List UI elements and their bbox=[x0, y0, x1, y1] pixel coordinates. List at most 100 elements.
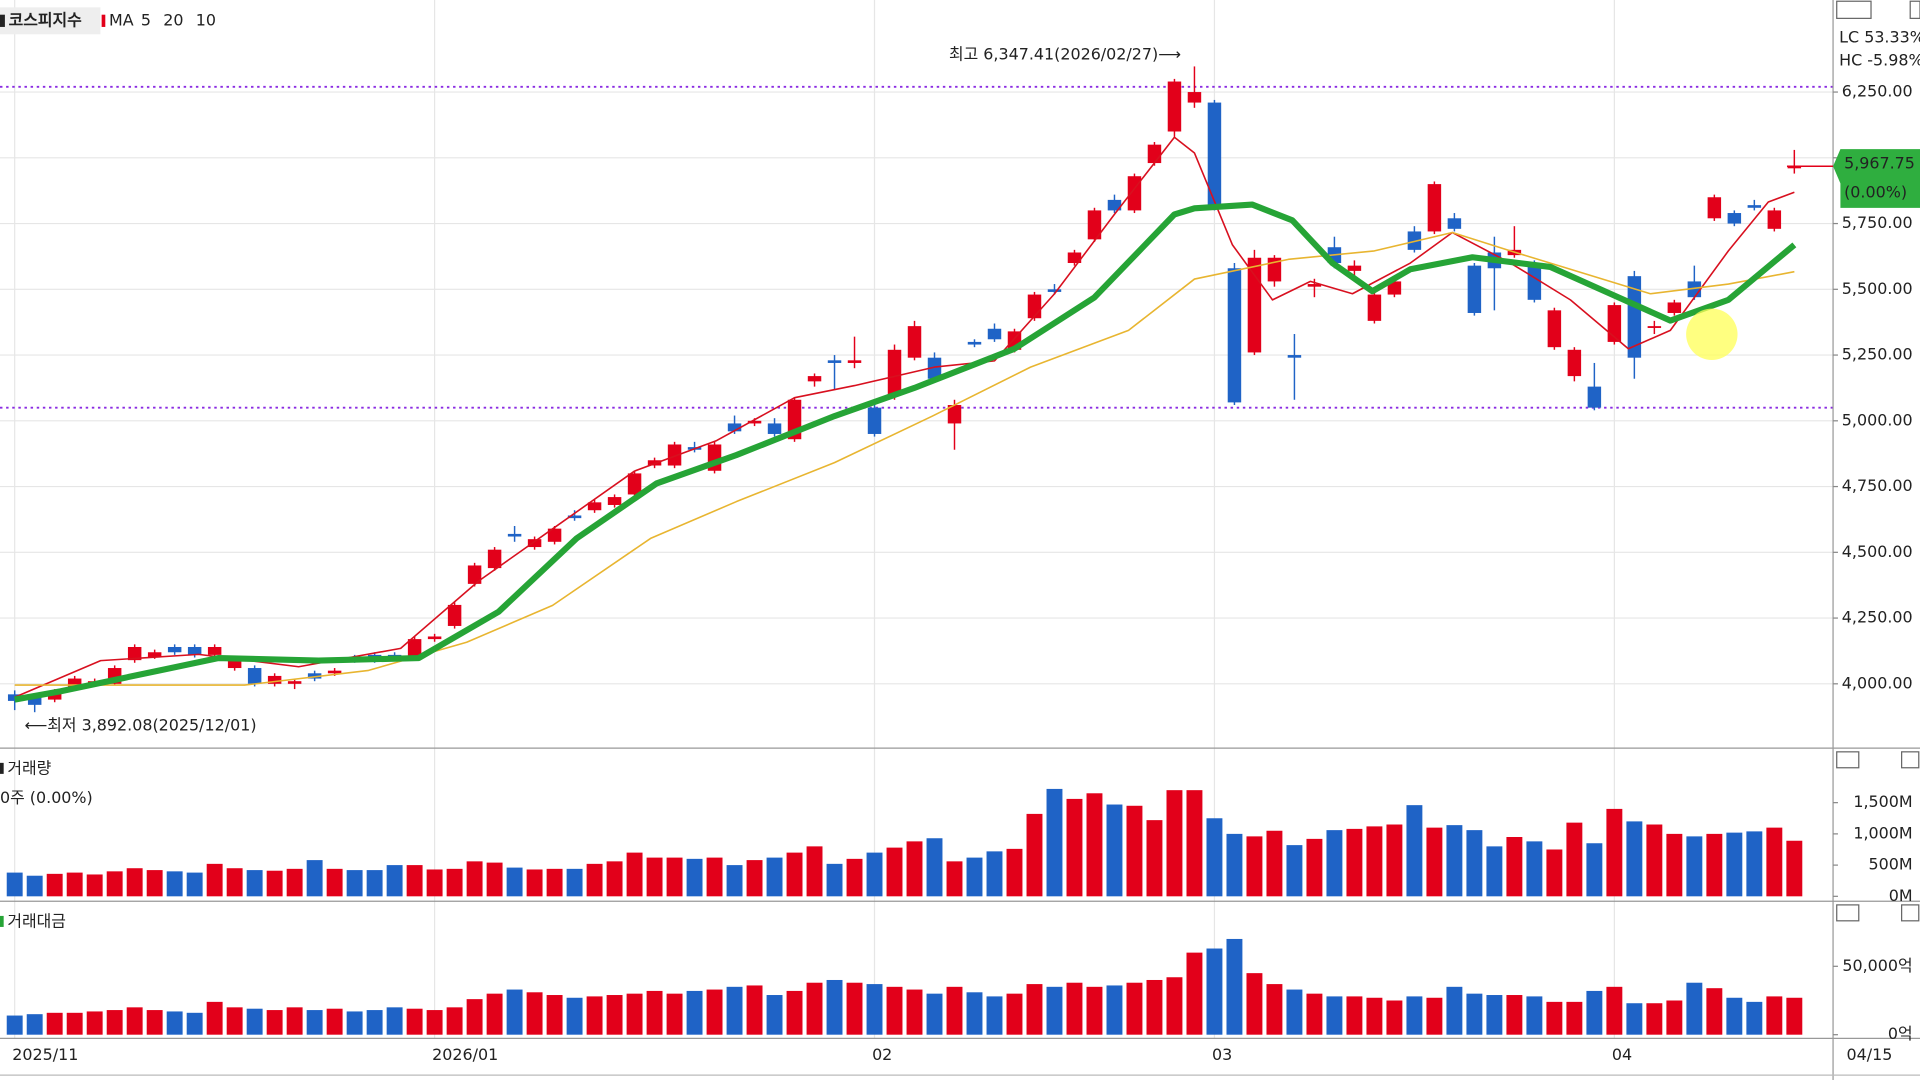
bar bbox=[906, 841, 923, 897]
bar bbox=[1186, 790, 1203, 897]
bar bbox=[1746, 831, 1763, 897]
y-tick-label: 6,250.00 bbox=[1842, 82, 1913, 101]
bar bbox=[1646, 1003, 1663, 1035]
panel-icon[interactable] bbox=[1901, 904, 1920, 922]
candle-body bbox=[1427, 184, 1442, 232]
y-tick-label: 4,750.00 bbox=[1842, 476, 1913, 495]
panel-icon[interactable] bbox=[1901, 751, 1920, 769]
bar bbox=[1466, 993, 1483, 1035]
bar bbox=[1666, 833, 1683, 897]
bar bbox=[366, 1010, 383, 1035]
panel-icon[interactable] bbox=[1836, 0, 1872, 19]
ma-line bbox=[14, 136, 1795, 698]
candle-body bbox=[727, 423, 742, 432]
candle-body bbox=[207, 646, 222, 655]
bar bbox=[1506, 995, 1523, 1035]
bar bbox=[1786, 840, 1803, 897]
bar bbox=[506, 989, 523, 1035]
bar bbox=[266, 1010, 283, 1035]
bar bbox=[1346, 996, 1363, 1035]
candle-body bbox=[767, 423, 782, 434]
bar bbox=[506, 867, 523, 897]
chart-title[interactable]: 코스피지수 bbox=[9, 10, 83, 29]
bar bbox=[126, 868, 143, 897]
bar bbox=[766, 995, 783, 1035]
bar bbox=[1126, 982, 1143, 1035]
candle-body bbox=[1307, 284, 1322, 287]
bar bbox=[726, 865, 743, 897]
bar bbox=[1286, 989, 1303, 1035]
bar bbox=[146, 870, 163, 897]
ma-line bbox=[14, 201, 1797, 703]
y-tick-label: 0억 bbox=[1888, 1024, 1913, 1043]
bar bbox=[246, 1008, 263, 1035]
bar bbox=[186, 1012, 203, 1035]
ma-legend-entry[interactable]: 10 bbox=[196, 10, 216, 29]
bar bbox=[1166, 977, 1183, 1035]
y-tick-label: 5,750.00 bbox=[1842, 213, 1913, 232]
candle-body bbox=[1787, 166, 1802, 169]
candle-body bbox=[1607, 305, 1622, 342]
candle-body bbox=[1227, 268, 1242, 403]
candle-body bbox=[1087, 210, 1102, 240]
candle-body bbox=[667, 444, 682, 466]
bar bbox=[766, 857, 783, 897]
bar bbox=[1066, 982, 1083, 1035]
candle-body bbox=[507, 533, 522, 537]
bar bbox=[86, 874, 103, 897]
panel-icon[interactable] bbox=[1909, 0, 1920, 19]
candle-body bbox=[627, 473, 642, 495]
ma-legend-entry[interactable]: 5 bbox=[141, 10, 151, 29]
bar bbox=[686, 990, 703, 1035]
x-tick-label: 03 bbox=[1212, 1045, 1232, 1064]
bar bbox=[1446, 986, 1463, 1035]
bar bbox=[26, 875, 43, 897]
candle-body bbox=[227, 660, 242, 669]
candle-body bbox=[747, 420, 762, 424]
candle-body bbox=[167, 646, 182, 653]
bar bbox=[326, 868, 343, 897]
ma-legend-label[interactable]: MA bbox=[109, 10, 134, 29]
bar bbox=[746, 985, 763, 1035]
candle-body bbox=[1207, 102, 1222, 206]
candle-body bbox=[447, 604, 462, 626]
price-tag bbox=[1833, 149, 1920, 208]
bar bbox=[386, 865, 403, 897]
candle-body bbox=[1747, 205, 1762, 208]
ma-legend-entry[interactable]: 20 bbox=[163, 10, 183, 29]
bar bbox=[1766, 996, 1783, 1035]
bar bbox=[106, 1010, 123, 1035]
bar bbox=[926, 993, 943, 1035]
end-date-label: 04/15 bbox=[1847, 1045, 1893, 1064]
candle-body bbox=[1587, 386, 1602, 408]
bar bbox=[706, 857, 723, 897]
candle-body bbox=[1387, 281, 1402, 295]
bar bbox=[46, 1012, 63, 1035]
candle-body bbox=[47, 691, 62, 700]
bar bbox=[1246, 973, 1263, 1035]
candle-body bbox=[1707, 197, 1722, 219]
bar bbox=[166, 871, 183, 897]
bar bbox=[1146, 820, 1163, 897]
bar bbox=[226, 868, 243, 897]
bar bbox=[746, 860, 763, 897]
candle-body bbox=[267, 675, 282, 684]
candle-body bbox=[607, 497, 622, 505]
candle-body bbox=[587, 502, 602, 511]
bar bbox=[166, 1011, 183, 1035]
bar bbox=[1546, 849, 1563, 897]
bar bbox=[706, 989, 723, 1035]
y-tick-label: 50,000억 bbox=[1842, 956, 1912, 975]
candle-body bbox=[1627, 276, 1642, 358]
panel-icon[interactable] bbox=[1836, 751, 1860, 769]
bar bbox=[1726, 832, 1743, 897]
bar bbox=[1466, 830, 1483, 897]
bar bbox=[1266, 830, 1283, 897]
bar bbox=[1386, 824, 1403, 897]
candle-body bbox=[1367, 294, 1382, 321]
candle-body bbox=[1027, 294, 1042, 319]
bar bbox=[66, 872, 83, 897]
panel-icon[interactable] bbox=[1836, 904, 1860, 922]
